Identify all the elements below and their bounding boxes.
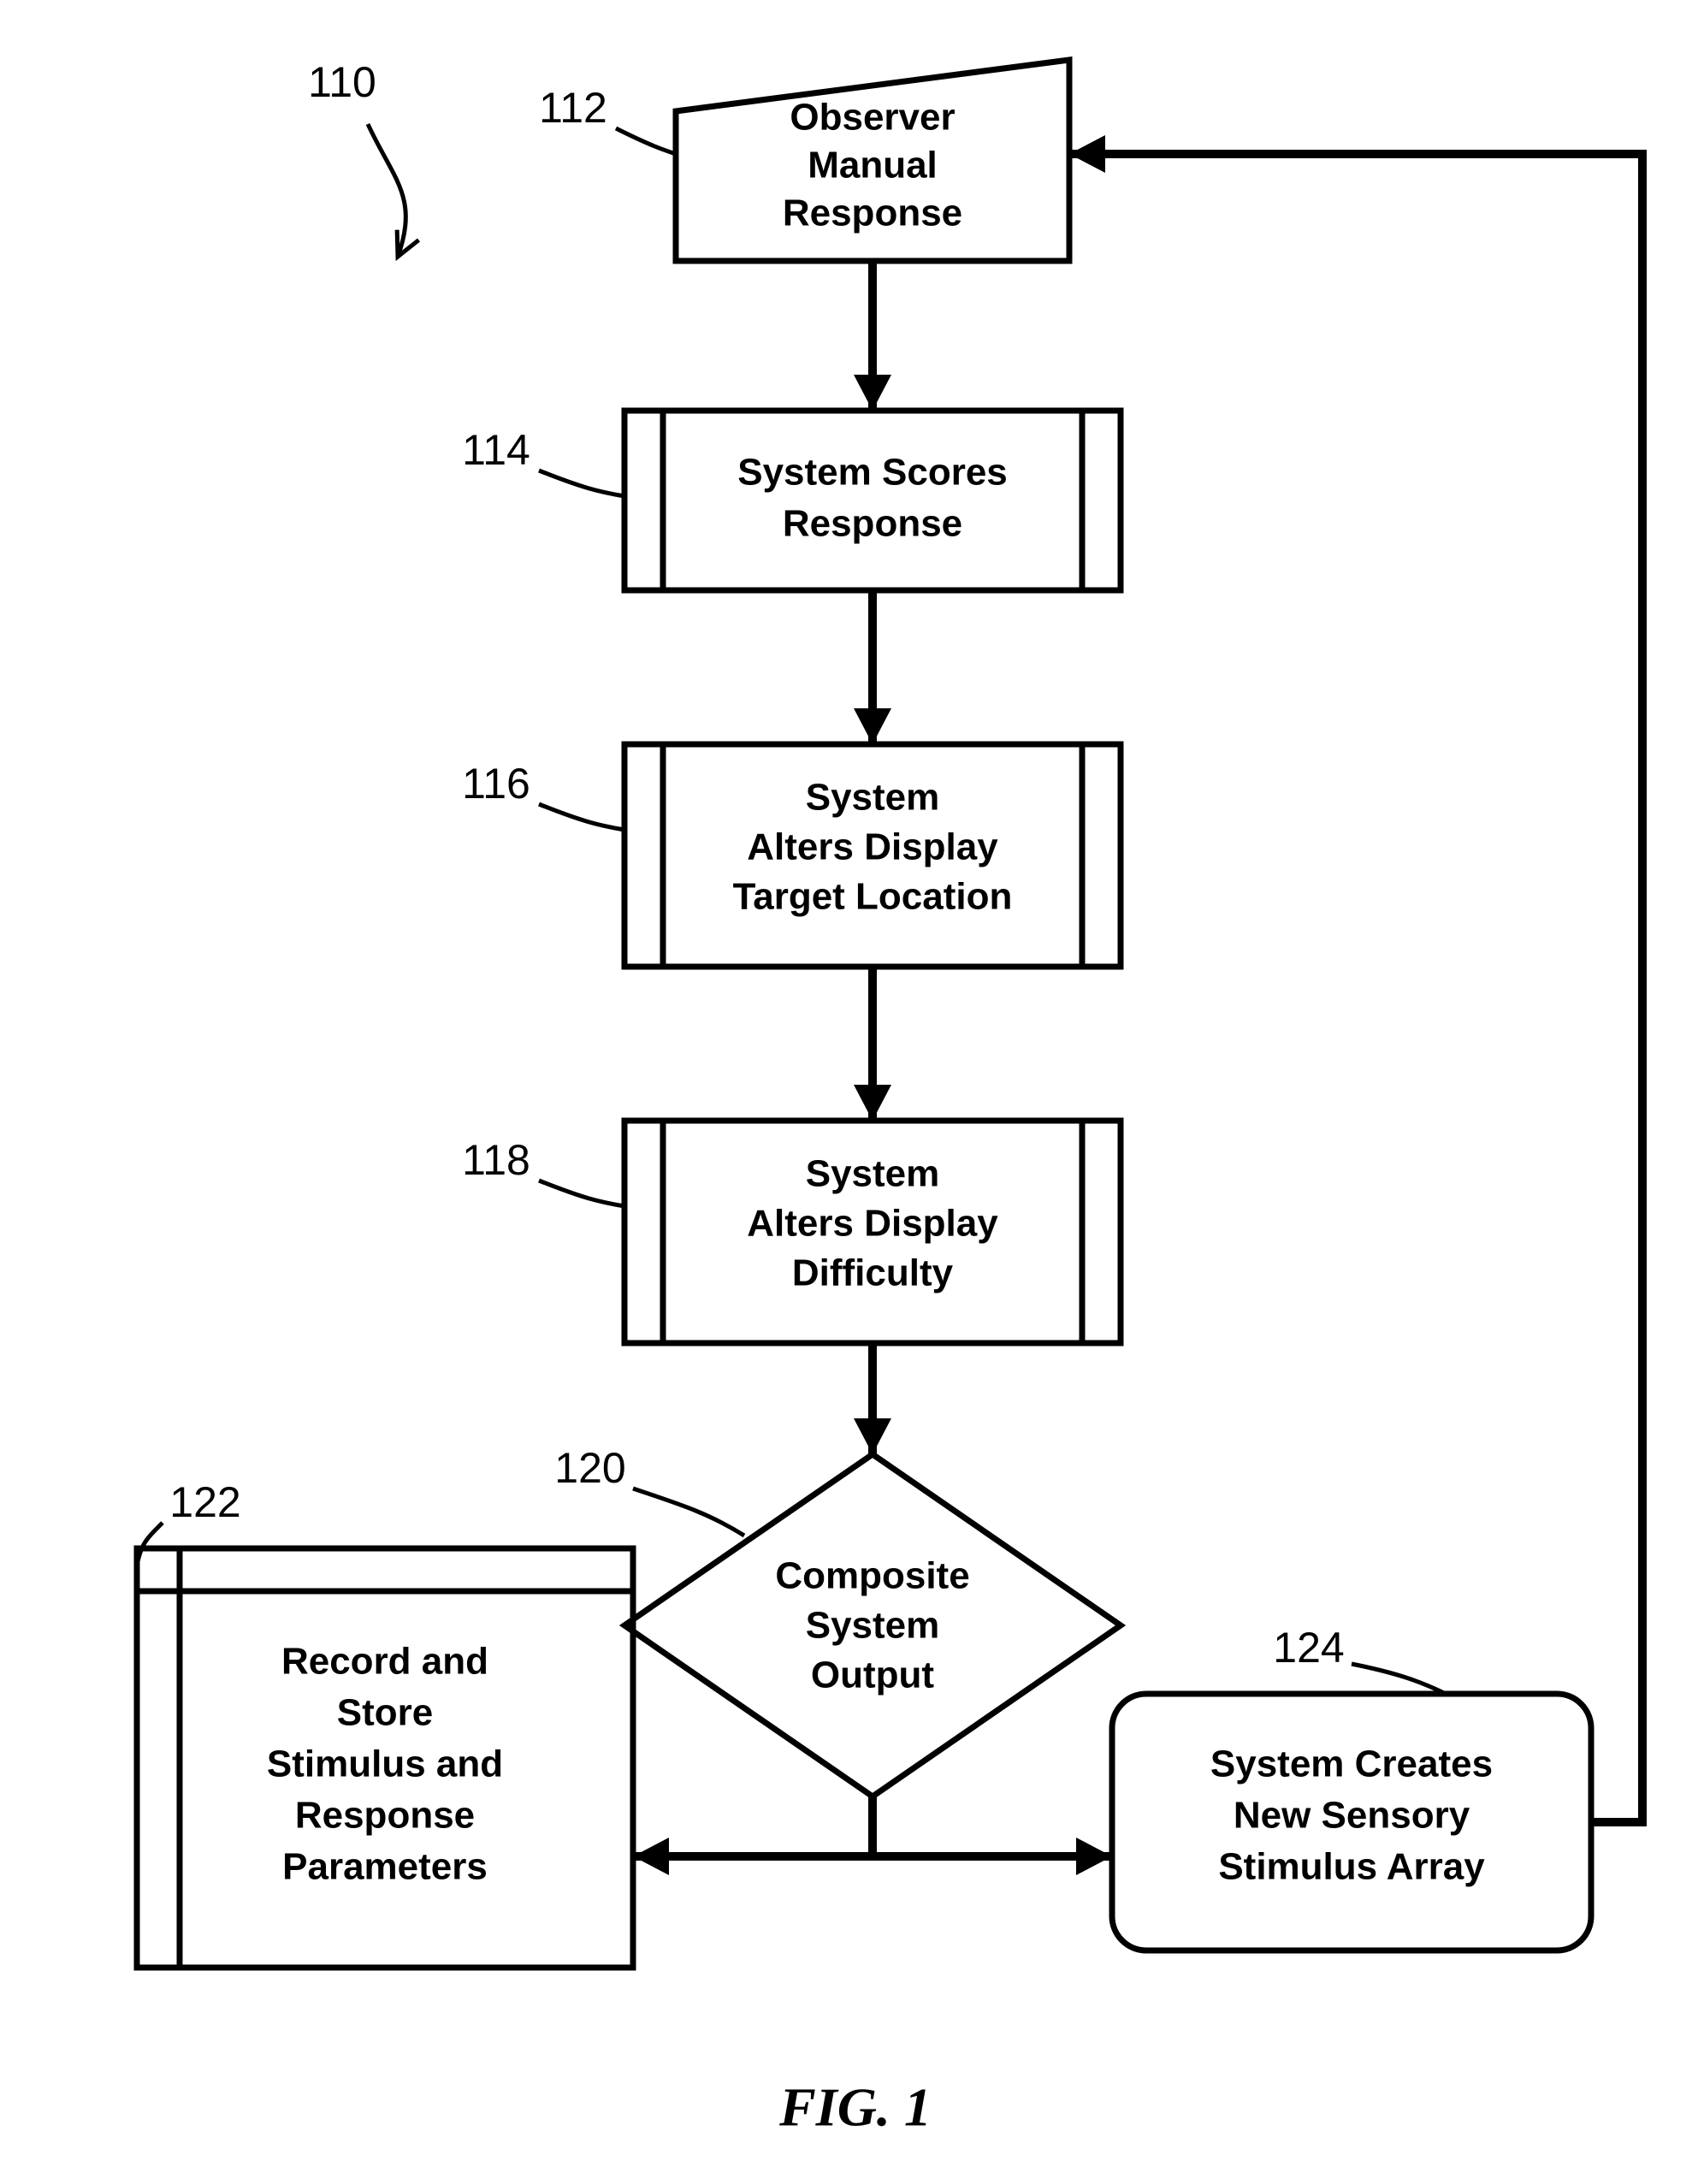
ref-label-124: 124 [1273,1624,1344,1672]
svg-text:System: System [806,1153,940,1195]
node-n112: Observer Manual Response 112 [539,60,1069,261]
svg-text:Record and: Record and [281,1641,488,1683]
ref-label-122: 122 [169,1478,240,1526]
ref-leader-124 [1352,1664,1446,1694]
flow-arrow-7 [1069,154,1642,1822]
svg-text:Manual: Manual [808,145,938,186]
node-n118: System Alters Display Difficulty 118 [462,1121,1121,1343]
diagram-container: Observer Manual Response 112 System Scores Re… [0,0,1704,2184]
ref-label-116: 116 [462,760,530,808]
figure-label: FIG. 1 [778,2077,932,2138]
svg-text:Observer: Observer [790,97,955,139]
ref-label-110: 110 [308,58,376,106]
svg-text:Parameters: Parameters [282,1846,488,1888]
ref-label-112: 112 [539,84,607,132]
svg-text:Difficulty: Difficulty [792,1252,954,1294]
ref-arrow-110 [368,124,405,257]
svg-text:Output: Output [811,1654,935,1696]
svg-text:Store: Store [337,1692,433,1734]
node-n120: Composite System Output 120 [554,1444,1121,1796]
node-n124: System Creates New Sensory Stimulus Array 1… [1112,1624,1591,1950]
svg-text:Response: Response [783,192,962,234]
svg-text:New Sensory: New Sensory [1234,1795,1470,1837]
ref-leader-112 [616,128,676,154]
svg-text:Response: Response [783,503,962,545]
svg-text:System: System [806,777,940,819]
svg-text:Alters Display: Alters Display [747,1203,998,1245]
svg-text:System Scores: System Scores [737,452,1008,494]
ref-label-120: 120 [554,1444,625,1492]
svg-text:Stimulus Array: Stimulus Array [1218,1846,1485,1888]
svg-text:Response: Response [295,1795,475,1837]
ref-leader-114 [539,471,624,496]
node-n122: Record and Store Stimulus and Response Param… [137,1478,633,1968]
svg-text:System Creates: System Creates [1210,1743,1493,1785]
svg-text:System: System [806,1605,940,1647]
node-n116: System Alters Display Target Location 116 [462,744,1121,967]
ref-label-118: 118 [462,1136,530,1184]
svg-text:Alters Display: Alters Display [747,826,998,868]
ref-leader-118 [539,1181,624,1206]
svg-text:Target Location: Target Location [733,876,1013,918]
svg-text:Composite: Composite [775,1555,969,1597]
svg-text:Stimulus and: Stimulus and [267,1743,503,1785]
ref-leader-116 [539,804,624,830]
ref-label-114: 114 [462,426,530,474]
ref-leader-122 [137,1523,163,1565]
ref-leader-120 [633,1489,744,1536]
node-n114: System Scores Response 114 [462,411,1121,590]
